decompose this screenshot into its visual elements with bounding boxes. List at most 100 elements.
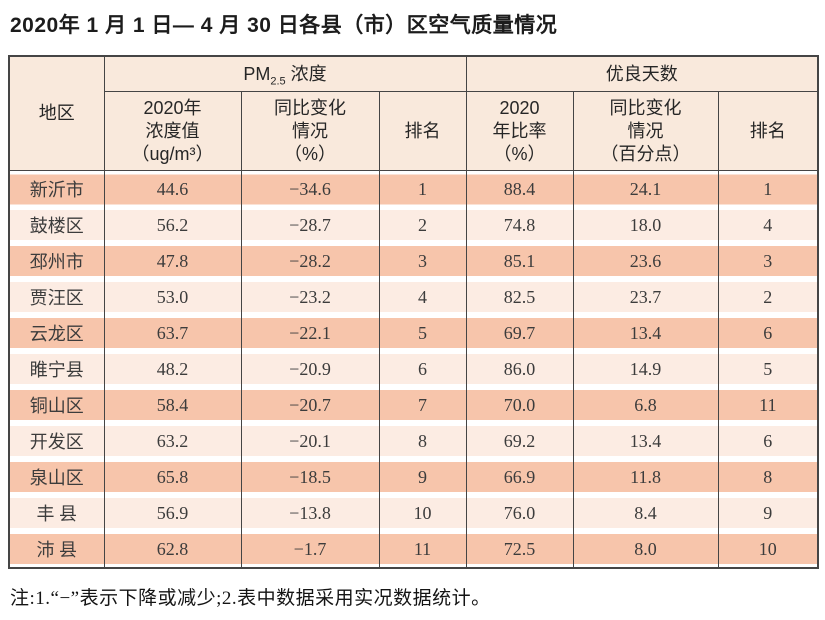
table-row: 开发区 63.2 −20.1 8 69.2 13.4 6 <box>8 423 819 460</box>
pm25-2020-value-header: 2020年 浓度值 （ug/m³） <box>103 91 242 172</box>
pm25-label-suffix: 浓度 <box>285 63 327 84</box>
pm25-concentration-group-header: PM2.5 浓度 <box>103 55 467 93</box>
value-cell: 6.8 <box>572 387 719 424</box>
good-days-group-header: 优良天数 <box>465 55 819 93</box>
rank-cell: 11 <box>378 531 467 569</box>
value-cell: 48.2 <box>103 351 242 388</box>
rank-cell: 6 <box>378 351 467 388</box>
good-days-yoy-change-header: 同比变化 情况 （百分点） <box>572 91 719 172</box>
value-cell: −20.1 <box>240 423 380 460</box>
value-cell: −34.6 <box>240 170 380 208</box>
rank-cell: 5 <box>378 315 467 352</box>
table-header: 地区 PM2.5 浓度 优良天数 2020年 浓度值 （ug/m³） 同比变化 … <box>8 55 819 172</box>
value-cell: 44.6 <box>103 170 242 208</box>
value-cell: 11.8 <box>572 459 719 496</box>
region-cell: 铜山区 <box>8 387 105 424</box>
page-title: 2020年 1 月 1 日— 4 月 30 日各县（市）区空气质量情况 <box>10 14 558 37</box>
value-cell: 23.7 <box>572 279 719 316</box>
header-sub-row: 2020年 浓度值 （ug/m³） 同比变化 情况 （%） 排名 2020 年比… <box>9 91 819 172</box>
region-cell: 泉山区 <box>8 459 105 496</box>
pm25-rank-header: 排名 <box>378 91 467 172</box>
table-row: 邳州市 47.8 −28.2 3 85.1 23.6 3 <box>8 243 819 280</box>
rank-cell: 11 <box>717 387 819 424</box>
value-cell: 63.7 <box>103 315 242 352</box>
value-cell: 66.9 <box>465 459 574 496</box>
value-cell: 86.0 <box>465 351 574 388</box>
value-cell: 24.1 <box>572 170 719 208</box>
rank-cell: 4 <box>378 279 467 316</box>
value-cell: 85.1 <box>465 243 574 280</box>
rank-cell: 10 <box>378 495 467 532</box>
value-cell: 74.8 <box>465 207 574 244</box>
value-cell: 13.4 <box>572 423 719 460</box>
value-cell: 70.0 <box>465 387 574 424</box>
value-cell: −20.9 <box>240 351 380 388</box>
table-row: 鼓楼区 56.2 −28.7 2 74.8 18.0 4 <box>8 207 819 244</box>
value-cell: 69.2 <box>465 423 574 460</box>
rank-cell: 3 <box>378 243 467 280</box>
table-body: 新沂市 44.6 −34.6 1 88.4 24.1 1 鼓楼区 56.2 −28.7 2 74.8… <box>8 170 819 569</box>
value-cell: 13.4 <box>572 315 719 352</box>
rank-cell: 10 <box>717 531 819 569</box>
rank-cell: 7 <box>378 387 467 424</box>
value-cell: 8.0 <box>572 531 719 569</box>
value-cell: 88.4 <box>465 170 574 208</box>
pm25-label-prefix: PM <box>243 63 271 84</box>
rank-cell: 4 <box>717 207 819 244</box>
value-cell: −20.7 <box>240 387 380 424</box>
region-cell: 新沂市 <box>8 170 105 208</box>
value-cell: 56.2 <box>103 207 242 244</box>
value-cell: −18.5 <box>240 459 380 496</box>
rank-cell: 8 <box>717 459 819 496</box>
value-cell: −22.1 <box>240 315 380 352</box>
table-row: 云龙区 63.7 −22.1 5 69.7 13.4 6 <box>8 315 819 352</box>
region-cell: 云龙区 <box>8 315 105 352</box>
value-cell: −1.7 <box>240 531 380 569</box>
value-cell: 72.5 <box>465 531 574 569</box>
rank-cell: 3 <box>717 243 819 280</box>
air-quality-table: 地区 PM2.5 浓度 优良天数 2020年 浓度值 （ug/m³） 同比变化 … <box>8 55 820 570</box>
value-cell: 53.0 <box>103 279 242 316</box>
rank-cell: 6 <box>717 315 819 352</box>
region-cell: 贾汪区 <box>8 279 105 316</box>
good-days-rank-header: 排名 <box>717 91 819 172</box>
rank-cell: 2 <box>717 279 819 316</box>
table-row: 睢宁县 48.2 −20.9 6 86.0 14.9 5 <box>8 351 819 388</box>
value-cell: 65.8 <box>103 459 242 496</box>
rank-cell: 8 <box>378 423 467 460</box>
value-cell: 82.5 <box>465 279 574 316</box>
region-cell: 丰 县 <box>8 495 105 532</box>
table-row: 丰 县 56.9 −13.8 10 76.0 8.4 9 <box>8 495 819 532</box>
value-cell: −28.2 <box>240 243 380 280</box>
value-cell: 56.9 <box>103 495 242 532</box>
region-header: 地区 <box>8 55 105 172</box>
table-row: 泉山区 65.8 −18.5 9 66.9 11.8 8 <box>8 459 819 496</box>
footnote: 注:1.“−”表示下降或减少;2.表中数据采用实况数据统计。 <box>10 588 491 610</box>
rank-cell: 9 <box>717 495 819 532</box>
pm25-yoy-change-header: 同比变化 情况 （%） <box>240 91 380 172</box>
table-row: 沛 县 62.8 −1.7 11 72.5 8.0 10 <box>8 531 819 569</box>
value-cell: 14.9 <box>572 351 719 388</box>
region-cell: 睢宁县 <box>8 351 105 388</box>
value-cell: 58.4 <box>103 387 242 424</box>
value-cell: 62.8 <box>103 531 242 569</box>
region-cell: 鼓楼区 <box>8 207 105 244</box>
value-cell: 76.0 <box>465 495 574 532</box>
rank-cell: 9 <box>378 459 467 496</box>
table-row: 新沂市 44.6 −34.6 1 88.4 24.1 1 <box>8 170 819 208</box>
value-cell: 8.4 <box>572 495 719 532</box>
rank-cell: 2 <box>378 207 467 244</box>
region-cell: 沛 县 <box>8 531 105 569</box>
value-cell: 63.2 <box>103 423 242 460</box>
region-cell: 开发区 <box>8 423 105 460</box>
value-cell: 18.0 <box>572 207 719 244</box>
header-group-row: 地区 PM2.5 浓度 优良天数 <box>8 55 819 172</box>
value-cell: 23.6 <box>572 243 719 280</box>
value-cell: −13.8 <box>240 495 380 532</box>
value-cell: −23.2 <box>240 279 380 316</box>
rank-cell: 5 <box>717 351 819 388</box>
pm25-label-subscript: 2.5 <box>270 75 286 88</box>
value-cell: 47.8 <box>103 243 242 280</box>
region-cell: 邳州市 <box>8 243 105 280</box>
